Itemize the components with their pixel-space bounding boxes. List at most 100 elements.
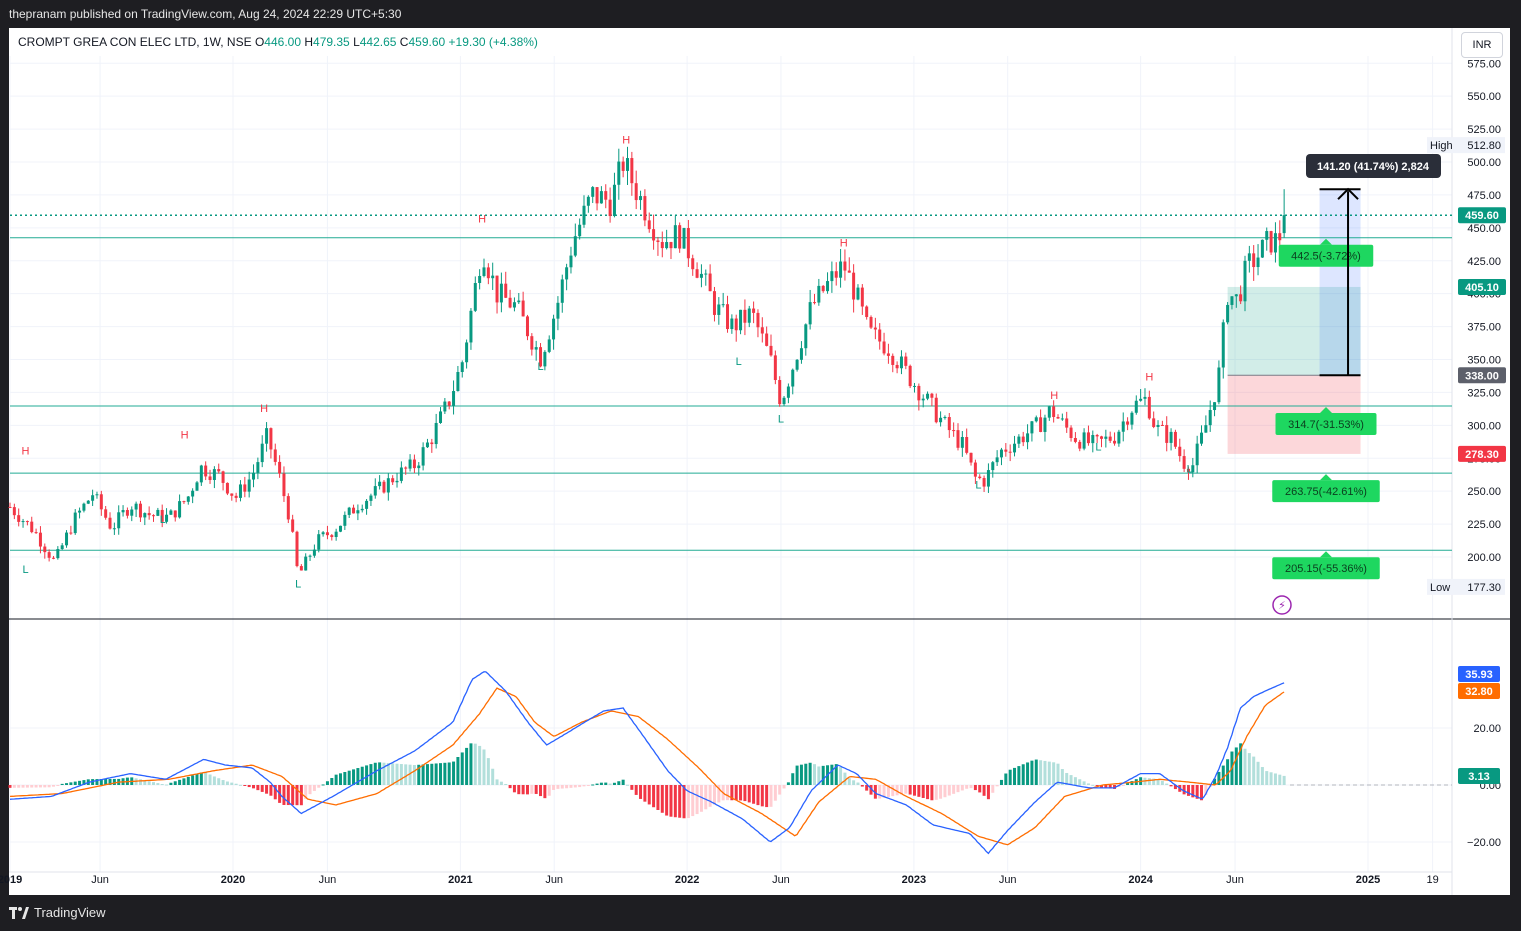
candle-body	[1256, 257, 1260, 268]
level-badge[interactable]	[1275, 412, 1377, 435]
macd-histogram-bar	[338, 773, 342, 785]
macd-value-label	[1458, 768, 1500, 784]
macd-histogram-bar	[1043, 760, 1047, 785]
chart-frame[interactable]	[9, 28, 1510, 895]
candle-body	[817, 285, 821, 303]
level-badge[interactable]	[1272, 480, 1380, 503]
macd-histogram-bar	[699, 785, 703, 812]
candle-body	[608, 199, 612, 217]
currency-button[interactable]: INR	[1461, 32, 1503, 58]
candle-body	[230, 493, 234, 496]
macd-histogram-bar	[834, 764, 838, 785]
macd-histogram-bar	[317, 785, 321, 788]
macd-histogram-bar	[417, 764, 421, 785]
swing-label: L	[975, 480, 981, 492]
macd-histogram-bar	[169, 782, 173, 785]
candle-body	[1182, 456, 1186, 469]
macd-histogram-bar	[547, 785, 551, 796]
macd-histogram-bar	[565, 785, 569, 789]
macd-histogram-bar	[182, 778, 186, 785]
price-stat-value: 177.30	[1467, 582, 1501, 594]
macd-histogram-bar	[1165, 783, 1169, 785]
tradingview-logo[interactable]: TradingView	[9, 905, 106, 920]
macd-histogram-bar	[347, 770, 351, 785]
candle-body	[491, 275, 495, 279]
candle-body	[430, 442, 434, 445]
macd-histogram-bar	[1191, 785, 1195, 798]
macd-histogram-bar	[1095, 785, 1099, 787]
macd-histogram-bar	[469, 743, 473, 785]
macd-histogram-bar	[1104, 785, 1108, 789]
level-badge[interactable]	[1272, 557, 1380, 580]
macd-histogram-bar	[869, 785, 873, 795]
candle-body	[986, 470, 990, 487]
macd-histogram-bar	[817, 766, 821, 785]
macd-histogram-bar	[556, 785, 560, 789]
macd-histogram-bar	[1026, 762, 1030, 785]
candle-body	[1139, 398, 1143, 401]
macd-histogram-bar	[812, 764, 816, 785]
macd-histogram-bar	[891, 785, 895, 797]
measure-label-box[interactable]	[1306, 154, 1441, 178]
candle-body	[495, 275, 499, 303]
macd-histogram-bar	[65, 783, 69, 785]
macd-histogram-bar	[873, 785, 877, 799]
candle-body	[621, 161, 625, 171]
macd-histogram-bar	[299, 785, 303, 806]
macd-histogram-bar	[1073, 777, 1077, 785]
macd-histogram-bar	[456, 757, 460, 785]
macd-histogram-bar	[765, 785, 769, 808]
candle-body	[256, 462, 260, 473]
macd-histogram-bar	[247, 785, 251, 788]
macd-histogram-bar	[1065, 772, 1069, 785]
candle-body	[295, 531, 299, 567]
macd-histogram-bar	[608, 783, 612, 785]
candle-body	[12, 507, 16, 516]
candle-body	[178, 501, 182, 518]
level-badge-text: 442.5(-3.72%)	[1291, 251, 1361, 263]
macd-histogram-bar	[282, 785, 286, 805]
candle-body	[734, 318, 738, 331]
macd-histogram-bar	[591, 784, 595, 786]
macd-histogram-bar	[447, 762, 451, 785]
macd-histogram-bar	[1160, 780, 1164, 785]
macd-histogram-bar	[1091, 784, 1095, 786]
macd-histogram-bar	[1186, 785, 1190, 796]
macd-value-label	[1458, 666, 1500, 682]
position-profit-zone[interactable]	[1227, 286, 1361, 376]
time-axis-tick: 2020	[221, 874, 245, 886]
macd-axis-tick: −20.00	[1467, 837, 1501, 849]
macd-histogram-bar	[1047, 761, 1051, 785]
candle-body	[1126, 421, 1130, 425]
candle-body	[1034, 417, 1038, 422]
macd-histogram-bar	[791, 773, 795, 785]
candle-body	[1073, 437, 1077, 442]
measure-range-box[interactable]	[1319, 189, 1361, 376]
macd-histogram-bar	[860, 785, 864, 787]
candle-body	[625, 158, 629, 171]
price-axis-tick: 375.00	[1467, 322, 1501, 334]
candle-body	[617, 161, 621, 185]
candle-body	[534, 347, 538, 350]
candle-body	[847, 270, 851, 273]
event-icon[interactable]	[1272, 595, 1292, 615]
candle-body	[121, 510, 125, 513]
candle-body	[1226, 304, 1230, 323]
macd-histogram-bar	[1039, 760, 1043, 785]
candle-body	[1191, 465, 1195, 473]
level-badge-text: 314.7(-31.53%)	[1288, 419, 1364, 431]
level-badge-pointer	[1320, 238, 1332, 245]
macd-histogram-bar	[99, 779, 103, 785]
macd-histogram-bar	[678, 785, 682, 818]
candle-body	[643, 196, 647, 221]
candle-body	[565, 267, 569, 280]
macd-histogram-bar	[899, 785, 903, 795]
level-badge[interactable]	[1278, 244, 1374, 267]
macd-histogram-bar	[499, 781, 503, 785]
symbol-legend: CROMPT GREA CON ELEC LTD, 1W, NSE O446.0…	[18, 35, 538, 49]
macd-histogram-bar	[625, 784, 629, 786]
candle-body	[1004, 449, 1008, 452]
candle-body	[134, 503, 138, 510]
candle-body	[1273, 233, 1277, 253]
